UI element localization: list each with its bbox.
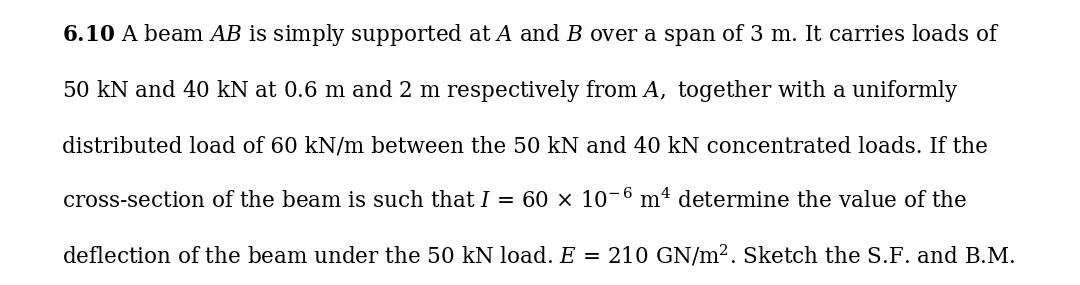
Text: 50 kN and 40 kN at 0.6 m and 2 m respectively from $\mathit{A},$ together with a: 50 kN and 40 kN at 0.6 m and 2 m respect…: [62, 78, 958, 104]
Text: $\mathbf{6.10}$ A beam $\mathit{AB}$ is simply supported at $\mathit{A}$ and $\m: $\mathbf{6.10}$ A beam $\mathit{AB}$ is …: [62, 22, 999, 48]
Text: distributed load of 60 kN/m between the 50 kN and 40 kN concentrated loads. If t: distributed load of 60 kN/m between the …: [62, 135, 987, 158]
Text: deflection of the beam under the 50 kN load. $\mathit{E}$ = 210 GN/m$^{2}$. Sket: deflection of the beam under the 50 kN l…: [62, 243, 1015, 269]
Text: cross-section of the beam is such that $\mathit{I}$ = 60 $\times$ 10$^{-\,6}$ m$: cross-section of the beam is such that $…: [62, 189, 967, 213]
